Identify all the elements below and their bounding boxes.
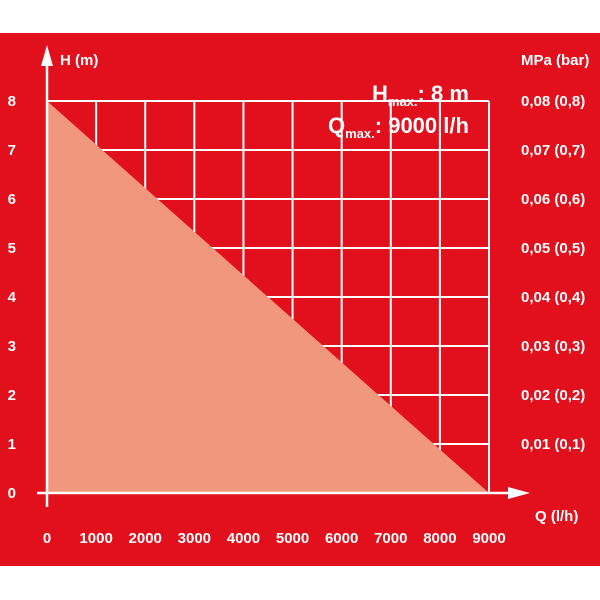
x-tick-label: 0 (43, 530, 51, 547)
performance-area (47, 101, 489, 493)
qmax-value: : 9000 l/h (375, 113, 469, 138)
x-axis-arrow (508, 487, 530, 499)
x-tick-label: 9000 (472, 530, 505, 547)
x-tick-label: 6000 (325, 530, 358, 547)
y-axis-title: H (m) (60, 52, 98, 69)
y2-tick-label: 0,06 (0,6) (521, 191, 585, 208)
y-tick-label: 7 (8, 142, 16, 159)
y-tick-label: 5 (8, 240, 16, 257)
y2-tick-label: 0,03 (0,3) (521, 338, 585, 355)
y2-axis-title: MPa (bar) (521, 52, 589, 69)
hmax-annotation: Hmax.: 8 m (372, 81, 469, 109)
x-tick-label: 3000 (178, 530, 211, 547)
y2-tick-label: 0,05 (0,5) (521, 240, 585, 257)
y-tick-label: 6 (8, 191, 16, 208)
hmax-value: : 8 m (418, 81, 469, 106)
y-tick-label: 1 (8, 436, 16, 453)
y-tick-label: 2 (8, 387, 16, 404)
qmax-annotation: Qmax.: 9000 l/h (328, 113, 469, 141)
y-tick-label: 4 (8, 289, 17, 306)
x-tick-labels: 0 1000 2000 3000 4000 5000 6000 7000 8000 9000 (43, 530, 506, 547)
y2-tick-labels: 0,01 (0,1) 0,02 (0,2) 0,03 (0,3) 0,04 (0,4)… (521, 93, 585, 453)
y-tick-labels: 0 1 2 3 4 5 6 7 8 (8, 93, 17, 502)
y-tick-label: 8 (8, 93, 16, 110)
y-axis-arrow (41, 45, 53, 66)
x-tick-label: 4000 (227, 530, 260, 547)
hmax-subscript: max. (388, 94, 418, 109)
axes (37, 45, 530, 507)
y2-tick-label: 0,08 (0,8) (521, 93, 585, 110)
x-tick-label: 2000 (129, 530, 162, 547)
y2-tick-label: 0,01 (0,1) (521, 436, 585, 453)
y2-tick-label: 0,07 (0,7) (521, 142, 585, 159)
y-tick-label: 3 (8, 338, 16, 355)
x-axis-title: Q (l/h) (535, 508, 578, 525)
x-tick-label: 8000 (423, 530, 456, 547)
hmax-symbol: H (372, 81, 388, 106)
x-tick-label: 7000 (374, 530, 407, 547)
qmax-symbol: Q (328, 113, 345, 138)
y-tick-label: 0 (8, 485, 16, 502)
qmax-subscript: max. (345, 126, 375, 141)
y2-tick-label: 0,04 (0,4) (521, 289, 585, 306)
y2-tick-label: 0,02 (0,2) (521, 387, 585, 404)
x-tick-label: 5000 (276, 530, 309, 547)
x-tick-label: 1000 (79, 530, 112, 547)
